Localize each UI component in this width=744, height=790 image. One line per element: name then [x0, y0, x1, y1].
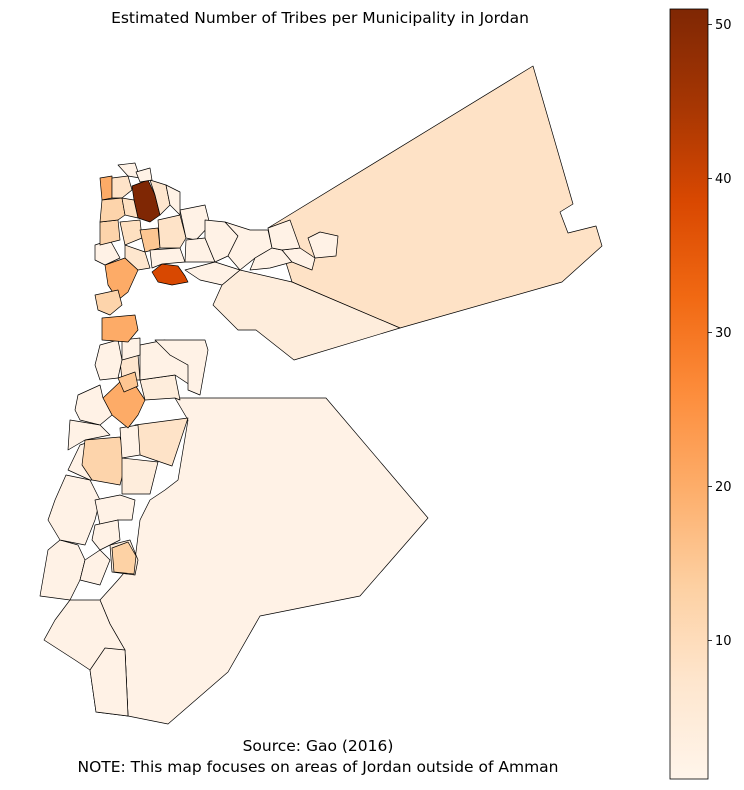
region-balqa-1	[94, 339, 123, 381]
region-tafila-3	[111, 541, 137, 575]
region-salt	[101, 314, 139, 343]
region-karak-5	[119, 424, 141, 459]
region-irbid-4	[117, 162, 141, 179]
region-mafraq-8	[307, 231, 339, 259]
colorbar-tick-label: 40	[715, 172, 732, 187]
region-zarqa-2	[184, 261, 241, 286]
region-irbid-9	[135, 167, 153, 183]
region-jerash-1	[119, 219, 143, 246]
region-west-south-3	[79, 549, 111, 586]
region-west-south-2	[47, 474, 101, 546]
region-karak-2	[81, 436, 127, 486]
colorbar-tick-label: 30	[715, 326, 732, 341]
region-madaba-3	[67, 419, 111, 451]
jordan-map	[39, 65, 603, 725]
region-mafraq-1	[157, 214, 187, 249]
note-line: NOTE: This map focuses on areas of Jorda…	[77, 758, 559, 776]
region-tafila-4	[91, 519, 121, 551]
colorbar-tick-label: 20	[715, 480, 732, 495]
region-karak-4	[134, 417, 189, 467]
region-mafraq-9	[267, 219, 301, 251]
region-zarqa	[151, 263, 189, 286]
region-jerash-3	[124, 244, 151, 271]
region-balqa-4	[121, 337, 141, 361]
region-west-ajloun-2	[94, 289, 123, 316]
map-title: Estimated Number of Tribes per Municipal…	[111, 9, 529, 27]
region-irbid-6	[165, 184, 181, 216]
map-caption: Source: Gao (2016) NOTE: This map focuse…	[0, 736, 636, 778]
region-irbid-5	[149, 179, 171, 216]
colorbar-ticks: 10 20 30 40 50	[708, 18, 732, 649]
colorbar-gradient	[669, 8, 709, 780]
region-irbid-7	[99, 197, 126, 223]
source-line: Source: Gao (2016)	[242, 737, 394, 755]
colorbar-tick-label: 50	[715, 18, 732, 33]
region-irbid-2	[99, 175, 113, 201]
region-east-ruwaished	[267, 65, 603, 329]
region-madaba-6	[117, 371, 139, 393]
region-azraq	[212, 269, 401, 361]
region-irbid-8	[121, 197, 139, 219]
colorbar-tick-label: 10	[715, 634, 732, 649]
region-aqaba-2	[89, 647, 129, 717]
region-karak-3	[121, 457, 159, 495]
region-madaba-2	[74, 384, 113, 426]
region-west-south-1	[39, 539, 86, 601]
region-mafraq-2	[179, 204, 211, 241]
region-west-ajloun-4	[99, 219, 121, 246]
region-jerash-2	[139, 227, 161, 253]
region-balqa-3	[154, 339, 209, 396]
region-irbid-3	[111, 175, 133, 199]
colorbar: 10 20 30 40 50	[669, 8, 732, 780]
